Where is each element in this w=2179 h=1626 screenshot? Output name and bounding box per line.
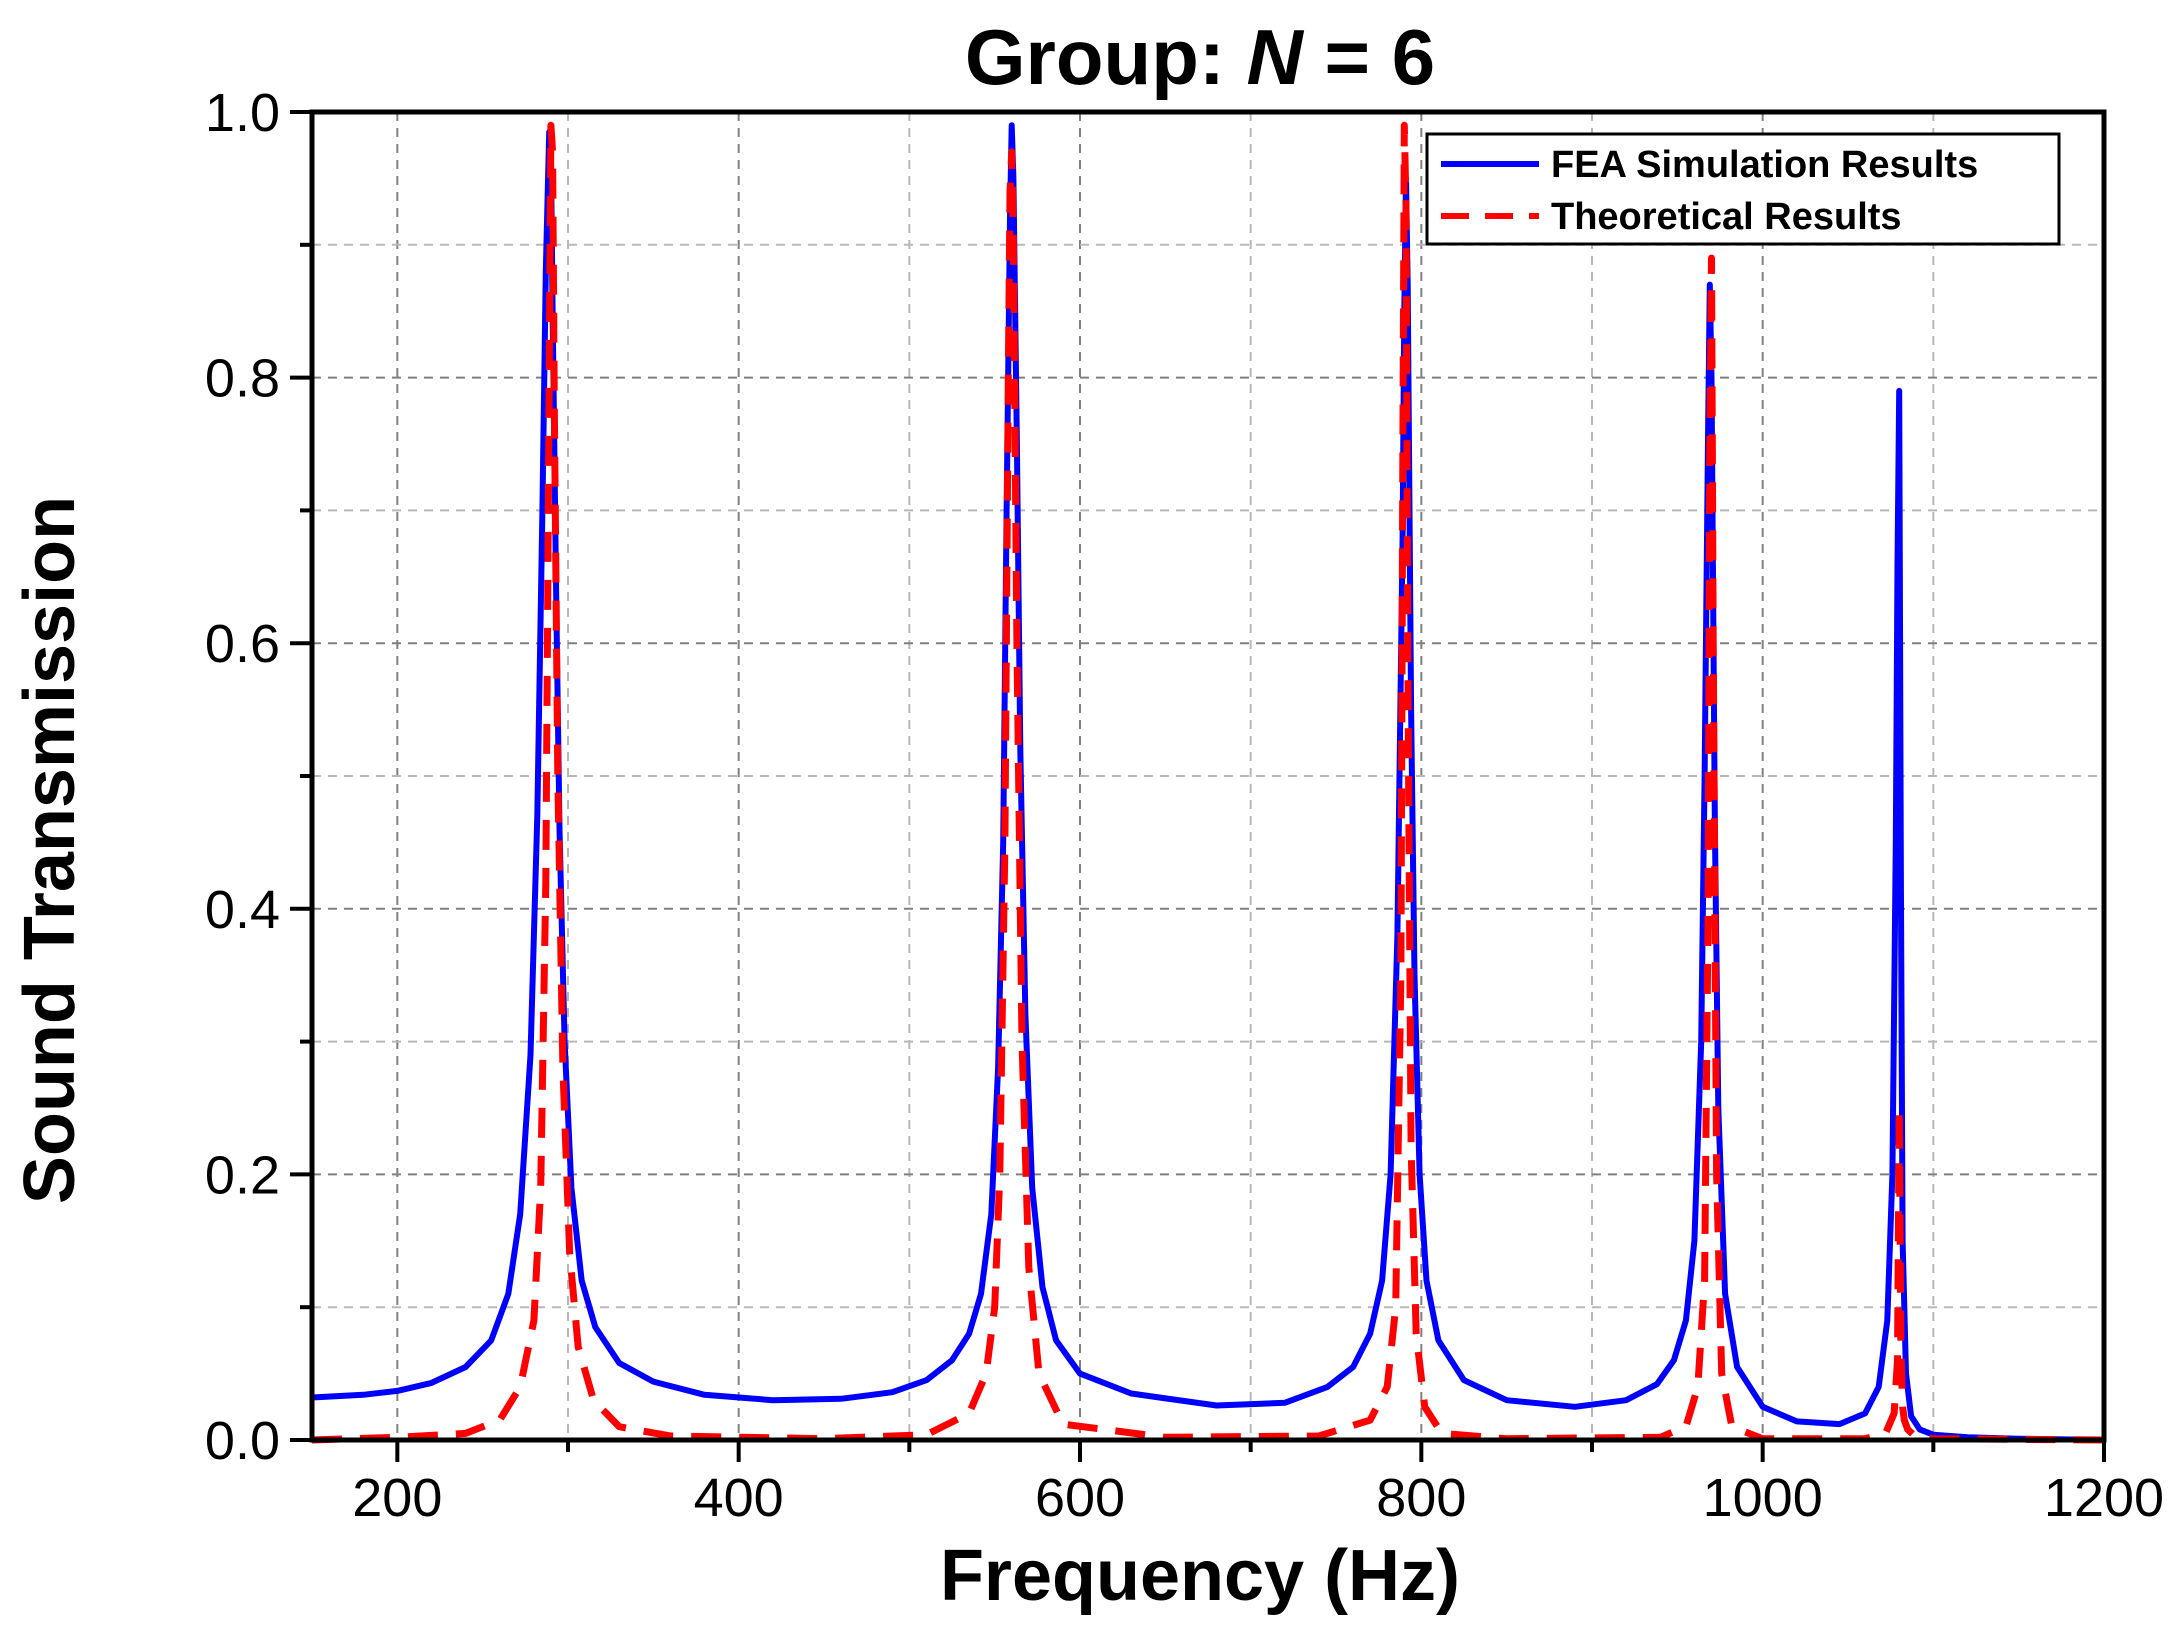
y-tick-label: 0.2 (205, 1145, 280, 1205)
x-tick-label: 200 (352, 1468, 442, 1528)
y-tick-label: 0.8 (205, 349, 280, 409)
grid (312, 112, 2104, 1440)
series-line-theoretical (311, 121, 2105, 1444)
tick-labels: 200 400 600 800 1000 1200 0.0 0.2 0.4 0.6 0.8 1.0 (205, 83, 2164, 1528)
x-tick-label: 1200 (2044, 1468, 2164, 1528)
series-line-fea-simulation (311, 122, 2105, 1443)
y-tick-label: 0.0 (205, 1411, 280, 1471)
axis-ticks (290, 110, 2106, 1462)
x-tick-label: 800 (1376, 1468, 1466, 1528)
legend-label-fea: FEA Simulation Results (1551, 144, 1978, 186)
chart-title: Group: N = 6 (965, 13, 1435, 101)
x-tick-label: 600 (1035, 1468, 1125, 1528)
series-lines (311, 121, 2105, 1444)
legend-box (1425, 132, 2061, 246)
x-tick-label: 1000 (1703, 1468, 1823, 1528)
x-axis-label: Frequency (Hz) (940, 1536, 1460, 1616)
y-tick-label: 0.4 (205, 880, 280, 940)
title-prefix: Group: (965, 13, 1247, 101)
y-tick-label: 0.6 (205, 614, 280, 674)
legend: FEA Simulation Results Theoretical Resul… (1425, 132, 2061, 246)
title-suffix: = 6 (1303, 13, 1435, 101)
title-variable: N (1246, 13, 1304, 101)
x-tick-label: 400 (694, 1468, 784, 1528)
y-axis-label: Sound Transmission (10, 496, 90, 1204)
y-tick-label: 1.0 (205, 83, 280, 143)
legend-label-theoretical: Theoretical Results (1551, 196, 1902, 238)
